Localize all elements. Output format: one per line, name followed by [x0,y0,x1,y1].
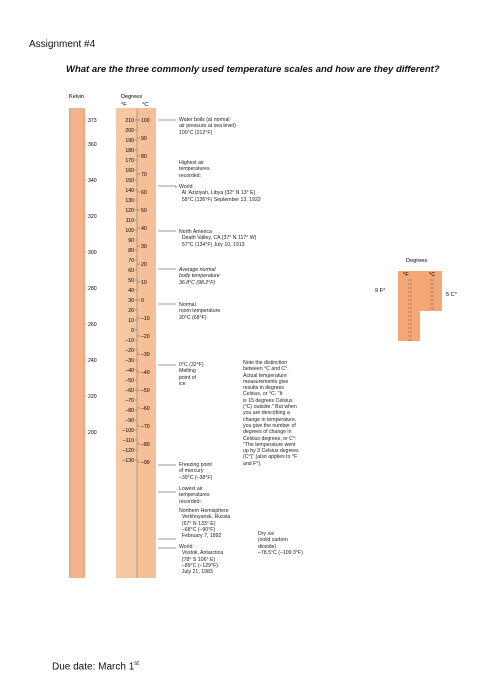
celsius-tick-label: 50 [141,208,147,214]
fahrenheit-tick-label: 210 [125,118,134,124]
celsius-header: °C [142,102,148,108]
celsius-tick-label: 100 [141,118,150,124]
due-date-suffix: st [134,661,139,667]
fahrenheit-tick-label: –30 [125,358,134,364]
fahrenheit-tick-label: –70 [125,398,134,404]
celsius-tick-label: 0 [141,298,144,304]
kelvin-tick-label: 200 [88,430,97,436]
fahrenheit-tick-label: –60 [125,388,134,394]
fahrenheit-tick-label: 80 [128,248,134,254]
fahrenheit-tick-label: 60 [128,268,134,274]
celsius-tick-label: 80 [141,154,147,160]
fahrenheit-tick-label: 190 [125,138,134,144]
degrees-label: Degrees [121,94,142,100]
fahrenheit-tick-label: 180 [125,148,134,154]
inset-celsius-bar [420,271,442,311]
northern-hemisphere-low-note: Northern Hemisphere Verkhoyansk, Russia … [179,508,231,540]
fahrenheit-tick-label: 130 [125,198,134,204]
kelvin-tick-label: 320 [88,214,97,220]
assignment-title: Assignment #4 [29,39,96,50]
kelvin-tick-label: 360 [88,142,97,148]
fahrenheit-tick-label: –100 [122,428,134,434]
kelvin-bar [69,108,85,578]
celsius-tick-label: 20 [141,262,147,268]
celsius-tick-label: –50 [141,388,150,394]
fahrenheit-tick-label: 20 [128,308,134,314]
celsius-bar [137,108,156,578]
distinction-note: Note the distinction between °C and C°. … [243,360,299,467]
inset-c-label: °C [429,272,435,278]
kelvin-tick-label: 300 [88,250,97,256]
fahrenheit-tick-label: 110 [126,218,134,224]
kelvin-tick-label: 240 [88,358,97,364]
due-date: Due date: March 1st [52,661,139,672]
dry-ice-note: Dry ice (solid carbon dioxide) –78.5°C (… [258,531,303,556]
fahrenheit-tick-label: –130 [122,458,134,464]
inset-title: Degrees [406,258,427,264]
world-low-note: World Vostok, Antarctica (78° S 106° E) … [179,544,224,576]
fahrenheit-tick-label: 90 [128,238,134,244]
celsius-tick-label: 90 [141,136,147,142]
fahrenheit-bar [116,108,137,578]
celsius-tick-label: –40 [141,370,150,376]
fahrenheit-tick-label: –20 [125,348,134,354]
fahrenheit-tick-label: –40 [125,368,134,374]
fahrenheit-tick-label: 30 [128,298,134,304]
temperature-scales-figure: 2102001901801701601501401301201101009080… [69,94,457,578]
celsius-tick-label: 40 [141,226,147,232]
fahrenheit-tick-label: 40 [128,288,134,294]
celsius-tick-label: –10 [141,316,150,322]
mercury-note: Freezing point of mercury –39°C (–38°F) [179,462,213,481]
fahrenheit-tick-label: 140 [125,188,134,194]
body-temp-note: Average normal body temperature 36.8°C (… [179,267,220,286]
celsius-tick-label: 10 [141,280,147,286]
kelvin-label: Kelvin [69,94,84,100]
celsius-tick-label: –90 [141,460,150,466]
north-america-high-note: North America Death Valley, CA (37° N 11… [179,229,257,248]
fahrenheit-tick-label: –50 [125,378,134,384]
celsius-tick-label: –70 [141,424,150,430]
inset-f-label: °F [403,272,409,278]
kelvin-tick-label: 260 [88,322,97,328]
highest-temps-heading: Highest air temperatures recorded: [179,160,210,179]
melting-point-note: 0°C (32°F) Melting point of ice [179,362,204,387]
fahrenheit-header: °F [121,102,127,108]
fahrenheit-tick-label: 160 [125,168,134,174]
fahrenheit-tick-label: –90 [125,418,134,424]
kelvin-tick-label: 220 [88,394,97,400]
fahrenheit-tick-label: –120 [122,448,134,454]
fahrenheit-tick-label: 100 [125,228,134,234]
world-high-note: World Al 'Aziziyah, Libya (32° N 13° E) … [179,184,261,203]
celsius-tick-label: –20 [141,334,150,340]
celsius-tick-label: –30 [141,352,150,358]
fahrenheit-tick-label: –110 [123,438,134,444]
fahrenheit-tick-label: 120 [125,208,134,214]
due-date-label: Due date: March 1 [52,661,135,673]
fahrenheit-tick-label: 0 [131,328,134,334]
fahrenheit-tick-label: 200 [125,128,134,134]
fahrenheit-tick-label: –80 [125,408,134,414]
inset-fahrenheit-bar [398,271,420,341]
room-temp-note: Normal room temperature 20°C (68°F) [179,302,221,321]
fahrenheit-tick-label: –10 [125,338,134,344]
celsius-tick-label: –80 [141,442,150,448]
fahrenheit-tick-label: 70 [128,258,134,264]
question-text: What are the three commonly used tempera… [66,64,440,75]
fahrenheit-tick-label: 50 [128,278,134,284]
celsius-tick-label: 60 [141,190,147,196]
lowest-temps-heading: Lowest air temperatures recorded: [179,486,210,505]
celsius-tick-label: 30 [141,244,147,250]
fahrenheit-tick-label: 170 [125,158,134,164]
inset-f-change: 9 F° [375,288,385,294]
fahrenheit-tick-label: 150 [125,178,134,184]
kelvin-tick-label: 373 [88,118,97,124]
celsius-tick-label: –60 [141,406,150,412]
water-boils-note: Water boils (at normal air pressure at s… [179,117,236,136]
kelvin-tick-label: 340 [88,178,97,184]
celsius-tick-label: 70 [141,172,147,178]
kelvin-tick-label: 280 [88,286,97,292]
fahrenheit-tick-label: 10 [128,318,134,324]
inset-c-change: 5 C° [446,292,457,298]
